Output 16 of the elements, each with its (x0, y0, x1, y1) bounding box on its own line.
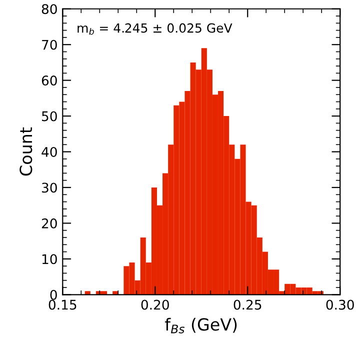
y-tick-label: 60 (42, 76, 57, 86)
y-tick-label: 70 (42, 40, 57, 50)
y-tick-label: 80 (42, 4, 57, 14)
x-axis-title: f$_{Bs}$ (GeV) (165, 318, 237, 334)
y-tick-label: 0 (50, 290, 57, 300)
annotation: m$_{b}$ = 4.245 ± 0.025 GeV (78, 23, 232, 35)
y-tick-label: 30 (42, 182, 57, 193)
y-axis-title: Count (20, 127, 32, 176)
x-tick-label: 0.30 (326, 300, 354, 310)
y-tick-label: 20 (42, 218, 57, 228)
y-tick-label: 40 (42, 146, 57, 157)
x-tick-label: 0.25 (234, 300, 262, 310)
x-tick-label: 0.15 (48, 300, 76, 310)
y-tick-label: 50 (42, 111, 57, 122)
x-tick-label: 0.20 (141, 300, 169, 310)
y-tick-label: 10 (42, 254, 57, 264)
